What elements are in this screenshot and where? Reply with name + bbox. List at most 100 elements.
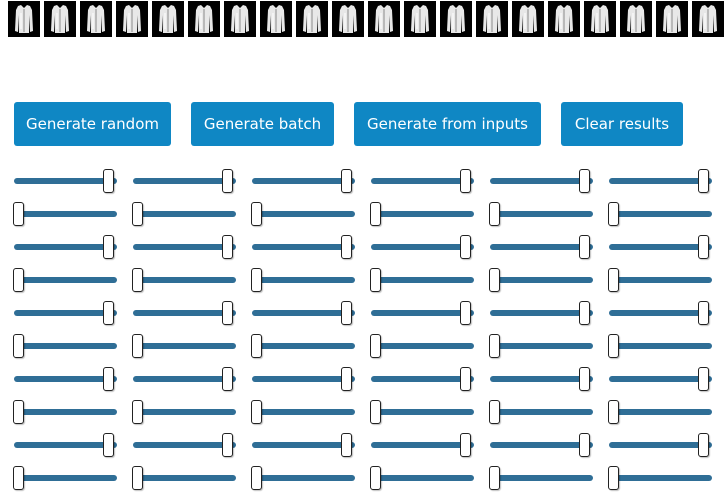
slider-handle[interactable] [370, 202, 381, 226]
slider-handle[interactable] [132, 202, 143, 226]
latent-slider[interactable] [13, 299, 117, 332]
slider-handle[interactable] [460, 301, 471, 325]
latent-slider[interactable] [489, 233, 593, 266]
slider-handle[interactable] [341, 301, 352, 325]
slider-handle[interactable] [13, 268, 24, 292]
slider-track[interactable] [252, 310, 355, 316]
slider-handle[interactable] [489, 268, 500, 292]
slider-track[interactable] [371, 178, 474, 184]
latent-slider[interactable] [13, 464, 117, 497]
slider-handle[interactable] [579, 235, 590, 259]
slider-track[interactable] [252, 376, 355, 382]
latent-slider[interactable] [608, 365, 712, 398]
latent-slider[interactable] [608, 431, 712, 464]
slider-handle[interactable] [460, 169, 471, 193]
slider-track[interactable] [133, 409, 236, 415]
latent-slider[interactable] [13, 431, 117, 464]
slider-handle[interactable] [103, 367, 114, 391]
slider-handle[interactable] [132, 466, 143, 490]
generate-random-button[interactable]: Generate random [14, 102, 171, 146]
slider-handle[interactable] [460, 235, 471, 259]
slider-handle[interactable] [13, 202, 24, 226]
latent-slider[interactable] [489, 332, 593, 365]
slider-track[interactable] [490, 475, 593, 481]
slider-handle[interactable] [222, 367, 233, 391]
slider-track[interactable] [609, 211, 712, 217]
slider-track[interactable] [609, 442, 712, 448]
slider-track[interactable] [252, 244, 355, 250]
slider-track[interactable] [133, 244, 236, 250]
slider-track[interactable] [490, 409, 593, 415]
slider-track[interactable] [609, 277, 712, 283]
slider-track[interactable] [133, 211, 236, 217]
slider-handle[interactable] [579, 367, 590, 391]
slider-handle[interactable] [579, 433, 590, 457]
slider-track[interactable] [252, 211, 355, 217]
slider-handle[interactable] [13, 400, 24, 424]
slider-track[interactable] [490, 211, 593, 217]
latent-slider[interactable] [370, 167, 474, 200]
latent-slider[interactable] [132, 266, 236, 299]
slider-track[interactable] [252, 409, 355, 415]
slider-handle[interactable] [251, 268, 262, 292]
slider-handle[interactable] [608, 202, 619, 226]
latent-slider[interactable] [489, 266, 593, 299]
slider-handle[interactable] [222, 169, 233, 193]
slider-track[interactable] [609, 376, 712, 382]
slider-track[interactable] [371, 475, 474, 481]
latent-slider[interactable] [489, 200, 593, 233]
slider-handle[interactable] [132, 334, 143, 358]
latent-slider[interactable] [13, 200, 117, 233]
slider-handle[interactable] [103, 433, 114, 457]
latent-slider[interactable] [608, 200, 712, 233]
latent-slider[interactable] [13, 233, 117, 266]
slider-handle[interactable] [489, 202, 500, 226]
slider-track[interactable] [490, 244, 593, 250]
slider-handle[interactable] [341, 433, 352, 457]
slider-handle[interactable] [489, 334, 500, 358]
slider-handle[interactable] [460, 367, 471, 391]
latent-slider[interactable] [132, 398, 236, 431]
slider-handle[interactable] [13, 466, 24, 490]
latent-slider[interactable] [13, 266, 117, 299]
slider-track[interactable] [371, 244, 474, 250]
latent-slider[interactable] [608, 464, 712, 497]
slider-handle[interactable] [132, 268, 143, 292]
latent-slider[interactable] [370, 431, 474, 464]
slider-handle[interactable] [132, 400, 143, 424]
slider-handle[interactable] [341, 235, 352, 259]
latent-slider[interactable] [370, 233, 474, 266]
slider-handle[interactable] [222, 301, 233, 325]
slider-track[interactable] [609, 343, 712, 349]
latent-slider[interactable] [370, 266, 474, 299]
slider-handle[interactable] [698, 433, 709, 457]
slider-handle[interactable] [370, 334, 381, 358]
slider-handle[interactable] [698, 169, 709, 193]
latent-slider[interactable] [13, 398, 117, 431]
slider-handle[interactable] [489, 466, 500, 490]
latent-slider[interactable] [132, 365, 236, 398]
latent-slider[interactable] [608, 233, 712, 266]
clear-results-button[interactable]: Clear results [561, 102, 683, 146]
latent-slider[interactable] [370, 332, 474, 365]
latent-slider[interactable] [251, 398, 355, 431]
slider-track[interactable] [371, 343, 474, 349]
slider-handle[interactable] [251, 202, 262, 226]
slider-track[interactable] [371, 277, 474, 283]
slider-track[interactable] [133, 178, 236, 184]
slider-handle[interactable] [222, 235, 233, 259]
slider-handle[interactable] [251, 334, 262, 358]
slider-handle[interactable] [579, 301, 590, 325]
slider-handle[interactable] [341, 367, 352, 391]
generate-batch-button[interactable]: Generate batch [191, 102, 334, 146]
slider-handle[interactable] [608, 466, 619, 490]
slider-track[interactable] [252, 343, 355, 349]
slider-handle[interactable] [460, 433, 471, 457]
generate-from-inputs-button[interactable]: Generate from inputs [354, 102, 541, 146]
latent-slider[interactable] [489, 398, 593, 431]
slider-track[interactable] [133, 343, 236, 349]
slider-track[interactable] [133, 376, 236, 382]
latent-slider[interactable] [132, 332, 236, 365]
slider-track[interactable] [371, 211, 474, 217]
slider-handle[interactable] [222, 433, 233, 457]
